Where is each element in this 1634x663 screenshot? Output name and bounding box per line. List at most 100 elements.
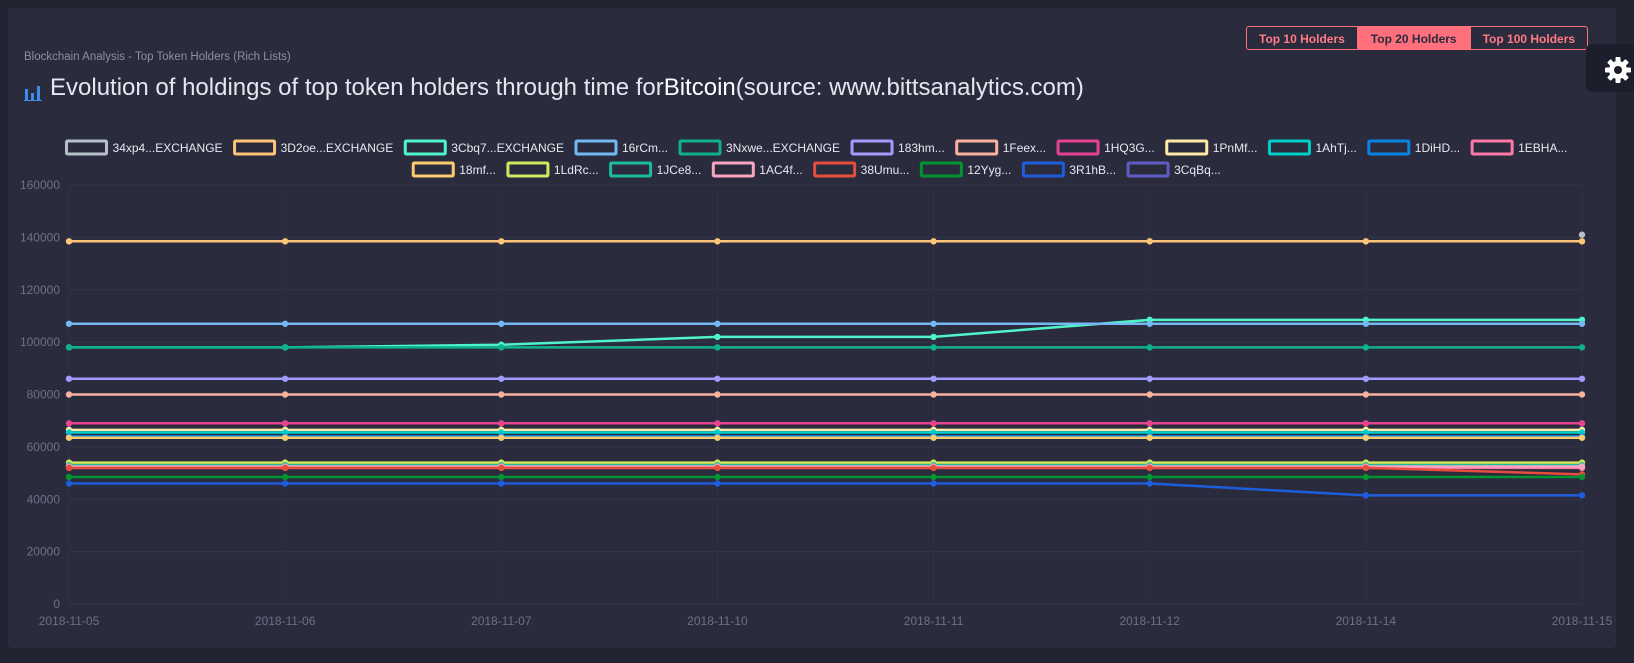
data-point (1146, 473, 1153, 481)
data-point (498, 238, 505, 245)
y-tick-label: 40000 (27, 492, 61, 506)
data-point (930, 473, 937, 481)
data-point (1146, 375, 1153, 382)
legend-label: 38Umu... (861, 163, 910, 177)
data-point (65, 473, 73, 481)
legend-swatch (1470, 139, 1514, 156)
legend-swatch (1126, 161, 1170, 178)
data-point (1146, 480, 1153, 487)
data-point (498, 480, 505, 487)
title-prefix: Evolution of holdings of top token holde… (50, 74, 664, 101)
legend-label: 3D2oe...EXCHANGE (281, 141, 394, 155)
x-tick-label: 2018-11-10 (687, 614, 748, 628)
legend-swatch (955, 139, 999, 156)
legend-swatch (65, 139, 109, 156)
legend-label: 3Nxwe...EXCHANGE (726, 141, 840, 155)
legend-label: 1DiHD... (1415, 141, 1460, 155)
y-tick-label: 80000 (27, 388, 61, 402)
y-tick-label: 20000 (27, 545, 61, 559)
data-point (1362, 320, 1370, 327)
data-point (1578, 473, 1586, 481)
data-point (1578, 375, 1586, 382)
legend-label: 1Feex... (1003, 141, 1046, 155)
data-point (930, 344, 937, 351)
data-point (1578, 420, 1586, 427)
data-point (1146, 344, 1153, 351)
legend-label: 1JCe8... (657, 163, 702, 177)
breadcrumb: Blockchain Analysis - Top Token Holders … (24, 51, 291, 63)
x-tick-label: 2018-11-14 (1336, 614, 1397, 628)
data-point (1146, 464, 1153, 472)
data-point (1362, 464, 1370, 472)
data-point (65, 480, 73, 487)
data-point (714, 464, 721, 472)
data-point (498, 320, 505, 327)
legend-swatch (678, 139, 722, 156)
legend-label: 18mf... (459, 163, 496, 177)
x-tick-label: 2018-11-06 (255, 614, 316, 628)
data-point (1578, 434, 1586, 441)
data-point (1578, 231, 1586, 238)
data-point (930, 464, 937, 472)
settings-button[interactable] (1586, 44, 1634, 92)
data-point (281, 238, 289, 245)
data-point (65, 420, 73, 427)
holders-toggle: Top 10 Holders Top 20 Holders Top 100 Ho… (1246, 26, 1589, 50)
page-title: Evolution of holdings of top token holde… (24, 74, 1084, 102)
data-point (714, 420, 721, 427)
data-point (714, 391, 721, 398)
data-point (1578, 492, 1586, 499)
data-point (281, 391, 289, 398)
data-point (930, 391, 937, 398)
series-line (69, 466, 1583, 476)
data-point (65, 391, 73, 398)
data-point (1578, 238, 1586, 245)
gear-icon (1605, 57, 1631, 83)
data-point (1362, 375, 1370, 382)
data-point (714, 434, 721, 441)
legend-label: 1AC4f... (759, 163, 802, 177)
legend-label: 1LdRc... (554, 163, 599, 177)
data-point (65, 434, 73, 441)
data-point (714, 480, 721, 487)
chart-panel (8, 8, 1616, 648)
top-10-holders-button[interactable]: Top 10 Holders (1246, 26, 1358, 50)
title-coin: Bitcoin (663, 74, 736, 101)
data-point (281, 464, 289, 472)
top-100-holders-button[interactable]: Top 100 Holders (1469, 26, 1589, 50)
legend-swatch (919, 161, 963, 178)
data-point (281, 434, 289, 441)
data-point (1362, 238, 1370, 245)
legend-label: 16rCm... (622, 141, 668, 155)
y-tick-label: 140000 (20, 230, 60, 244)
legend-label: 3CqBq... (1174, 163, 1221, 177)
legend-swatch (1021, 161, 1065, 178)
legend-swatch (411, 161, 455, 178)
data-point (498, 375, 505, 382)
legend-label: 1AhTj... (1315, 141, 1356, 155)
data-point (1578, 463, 1586, 470)
data-point (714, 375, 721, 382)
data-point (281, 320, 289, 327)
legend-swatch (403, 139, 447, 156)
data-point (930, 238, 937, 245)
data-point (714, 333, 721, 341)
data-point (281, 480, 289, 487)
data-point (498, 391, 505, 398)
x-tick-label: 2018-11-12 (1119, 614, 1180, 628)
legend-label: 1EBHA... (1518, 141, 1567, 155)
data-point (930, 434, 937, 441)
data-point (1146, 320, 1153, 327)
bar-chart-icon (24, 80, 42, 101)
top-20-holders-button[interactable]: Top 20 Holders (1357, 26, 1470, 50)
legend-swatch (233, 139, 277, 156)
title-suffix: (source: www.bittsanalytics.com) (735, 74, 1084, 101)
y-tick-label: 100000 (20, 335, 60, 349)
legend-swatch (1367, 139, 1411, 156)
data-point (1146, 238, 1153, 245)
data-point (930, 320, 937, 327)
data-point (1146, 420, 1153, 427)
legend-swatch (506, 161, 550, 178)
legend-swatch (574, 139, 618, 156)
